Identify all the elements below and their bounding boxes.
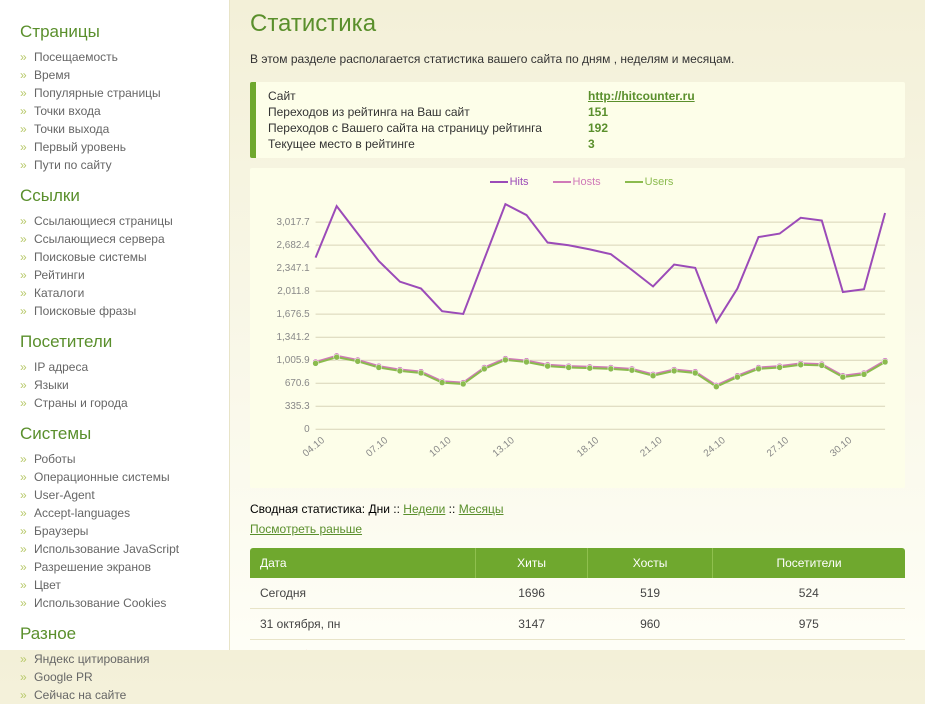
svg-text:670.6: 670.6	[285, 378, 310, 389]
table-header: Дата	[250, 548, 476, 578]
table-row: Сегодня1696519524	[250, 578, 905, 609]
sidebar-item[interactable]: Популярные страницы	[20, 84, 219, 102]
link-months[interactable]: Месяцы	[459, 502, 504, 516]
sidebar-item[interactable]: Google PR	[20, 668, 219, 686]
page-title: Статистика	[250, 10, 905, 38]
sidebar-item[interactable]: Разрешение экранов	[20, 558, 219, 576]
sidebar-group-title: Разное	[20, 624, 219, 644]
svg-text:2,347.1: 2,347.1	[277, 263, 311, 274]
sidebar-group-title: Посетители	[20, 332, 219, 352]
svg-text:1,005.9: 1,005.9	[277, 355, 311, 366]
table-cell: Сегодня	[250, 578, 476, 609]
sidebar-item[interactable]: Браузеры	[20, 522, 219, 540]
svg-text:27.10: 27.10	[765, 435, 791, 460]
sidebar-item[interactable]: Использование Cookies	[20, 594, 219, 612]
info-in-value: 151	[588, 105, 608, 119]
svg-text:13.10: 13.10	[491, 435, 517, 460]
svg-text:10.10: 10.10	[427, 435, 453, 460]
sidebar-item[interactable]: Ссылающиеся сервера	[20, 230, 219, 248]
table-cell: 3147	[476, 609, 588, 640]
table-row: 31 октября, пн3147960975	[250, 609, 905, 640]
sidebar-item[interactable]: Операционные системы	[20, 468, 219, 486]
table-cell: 975	[713, 609, 905, 640]
info-out-label: Переходов с Вашего сайта на страницу рей…	[268, 121, 578, 135]
sidebar-group-title: Системы	[20, 424, 219, 444]
sidebar-item[interactable]: Пути по сайту	[20, 156, 219, 174]
site-info-box: Сайт http://hitcounter.ru Переходов из р…	[250, 82, 905, 158]
table-header: Посетители	[713, 548, 905, 578]
sidebar-group-title: Ссылки	[20, 186, 219, 206]
summary-sep: ::	[445, 502, 458, 516]
chart-container: Hits Hosts Users 0 335.3 670.6 1,005.9 1,341.2…	[250, 168, 905, 488]
link-weeks[interactable]: Недели	[403, 502, 445, 516]
svg-text:1,341.2: 1,341.2	[277, 332, 311, 343]
summary-line: Сводная статистика: Дни :: Недели :: Мес…	[250, 502, 905, 516]
sidebar-item[interactable]: Каталоги	[20, 284, 219, 302]
svg-text:335.3: 335.3	[285, 401, 310, 412]
sidebar-item[interactable]: Использование JavaScript	[20, 540, 219, 558]
info-site-label: Сайт	[268, 89, 578, 103]
main-content: Статистика В этом разделе располагается …	[230, 0, 925, 650]
view-more-link[interactable]: Посмотреть раньше	[250, 522, 362, 536]
table-header: Хосты	[588, 548, 713, 578]
sidebar-item[interactable]: Сейчас на сайте	[20, 686, 219, 704]
sidebar-item[interactable]: IP адреса	[20, 358, 219, 376]
table-cell: 840	[588, 640, 713, 651]
sidebar-item[interactable]: Поисковые системы	[20, 248, 219, 266]
sidebar-item[interactable]: Точки выхода	[20, 120, 219, 138]
sidebar-item[interactable]: User-Agent	[20, 486, 219, 504]
info-out-value: 192	[588, 121, 608, 135]
sidebar: Страницы ПосещаемостьВремяПопулярные стра…	[0, 0, 230, 650]
sidebar-item[interactable]: Цвет	[20, 576, 219, 594]
table-cell: 30 октября, вс	[250, 640, 476, 651]
svg-text:21.10: 21.10	[638, 435, 664, 460]
table-cell: 2071	[476, 640, 588, 651]
table-header: Хиты	[476, 548, 588, 578]
svg-text:2,011.8: 2,011.8	[277, 286, 310, 297]
table-cell: 960	[588, 609, 713, 640]
info-site-link[interactable]: http://hitcounter.ru	[588, 89, 695, 103]
stats-table: ДатаХитыХостыПосетители Сегодня169651952…	[250, 548, 905, 650]
sidebar-item[interactable]: Роботы	[20, 450, 219, 468]
svg-text:3,017.7: 3,017.7	[277, 217, 311, 228]
table-cell: 851	[713, 640, 905, 651]
view-more: Посмотреть раньше	[250, 522, 905, 536]
svg-text:04.10: 04.10	[301, 435, 327, 460]
sidebar-item[interactable]: Поисковые фразы	[20, 302, 219, 320]
sidebar-item[interactable]: Посещаемость	[20, 48, 219, 66]
legend-item: Hosts	[545, 176, 601, 188]
legend-item: Users	[617, 176, 674, 188]
sidebar-item[interactable]: Первый уровень	[20, 138, 219, 156]
table-row: 30 октября, вс2071840851	[250, 640, 905, 651]
table-cell: 1696	[476, 578, 588, 609]
info-in-label: Переходов из рейтинга на Ваш сайт	[268, 105, 578, 119]
sidebar-item[interactable]: Accept-languages	[20, 504, 219, 522]
sidebar-item[interactable]: Страны и города	[20, 394, 219, 412]
table-cell: 524	[713, 578, 905, 609]
svg-text:30.10: 30.10	[828, 435, 854, 460]
table-cell: 519	[588, 578, 713, 609]
sidebar-item[interactable]: Точки входа	[20, 102, 219, 120]
legend-item: Hits	[482, 176, 529, 188]
svg-text:0: 0	[304, 424, 310, 435]
sidebar-item[interactable]: Языки	[20, 376, 219, 394]
table-cell: 31 октября, пн	[250, 609, 476, 640]
sidebar-item[interactable]: Ссылающиеся страницы	[20, 212, 219, 230]
sidebar-item[interactable]: Время	[20, 66, 219, 84]
svg-text:18.10: 18.10	[575, 435, 601, 460]
line-chart: 0 335.3 670.6 1,005.9 1,341.2 1,676.5 2,011.8 2…	[260, 192, 895, 482]
svg-text:07.10: 07.10	[364, 435, 390, 460]
intro-text: В этом разделе располагается статистика …	[250, 52, 905, 66]
summary-prefix: Сводная статистика: Дни ::	[250, 502, 403, 516]
sidebar-item[interactable]: Рейтинги	[20, 266, 219, 284]
sidebar-item[interactable]: Яндекс цитирования	[20, 650, 219, 668]
svg-text:1,676.5: 1,676.5	[277, 309, 311, 320]
svg-text:2,682.4: 2,682.4	[277, 240, 311, 251]
svg-text:24.10: 24.10	[702, 435, 728, 460]
chart-legend: Hits Hosts Users	[260, 176, 895, 188]
info-rank-value: 3	[588, 137, 595, 151]
info-rank-label: Текущее место в рейтинге	[268, 137, 578, 151]
sidebar-group-title: Страницы	[20, 22, 219, 42]
